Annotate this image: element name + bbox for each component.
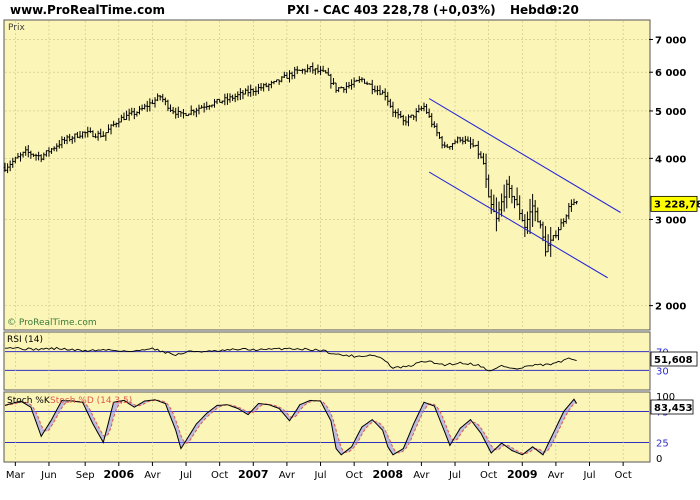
last-quote: 3 228,78 (+0,03%) (370, 3, 496, 17)
rsi-panel-bg (3, 331, 651, 391)
time-axis-label: 2009 (507, 468, 538, 481)
price-tick-label: 2 000 (655, 302, 686, 313)
stoch-d-line (4, 399, 577, 455)
rsi-line (5, 346, 577, 372)
time-axis-label: 2007 (238, 468, 269, 481)
last-price-box (650, 195, 698, 212)
price-bars (3, 62, 578, 257)
time-axis-label: Oct (614, 470, 631, 481)
time-axis-label: Jul (179, 470, 192, 481)
price-tick-label: 3 000 (655, 215, 686, 226)
channel-lower-line (428, 171, 608, 279)
stoch-tick-label: 100 (656, 392, 675, 403)
price-grid (5, 21, 649, 329)
rsi-panel-label: RSI (14) (7, 335, 43, 345)
instrument-name: PXI - CAC 40 (287, 3, 371, 17)
time-label: 9:20 (549, 3, 579, 17)
site-name: www.ProRealTime.com (10, 3, 165, 17)
rsi-last-box (650, 351, 698, 367)
time-axis-label: Oct (480, 470, 497, 481)
stoch-last-label: 83,453 (654, 403, 693, 414)
time-axis-label: Avr (279, 470, 296, 481)
stoch-last-box (650, 399, 694, 415)
stoch-panel-bg (3, 391, 651, 463)
channel-lines (428, 98, 621, 279)
price-tick-label: 6 000 (655, 68, 686, 79)
time-axis-label: Avr (413, 470, 430, 481)
channel-upper-line (428, 98, 621, 213)
watermark: © ProRealTime.com (7, 318, 97, 328)
time-axis-label: Jul (582, 470, 595, 481)
time-axis-label: Jul (313, 470, 326, 481)
stoch-d-label: Stoch %D (14,3,5) (50, 396, 132, 406)
price-panel: Prix © ProRealTime.com 2 000 3 000 4 000 5 … (3, 19, 700, 331)
stoch-k-label: Stoch %K (7, 396, 51, 406)
price-tick-label: 7 000 (655, 35, 686, 46)
stoch-level-label: 25 (656, 438, 669, 449)
time-axis-label: Mar (6, 470, 26, 481)
time-axis-label: Oct (211, 470, 228, 481)
last-price-tag: 3 228,78 (650, 195, 700, 212)
time-axis: Mar Jun Sep 2006 Avr Jul Oct 2007 Avr Jul Oct 2008 A… (6, 462, 632, 481)
time-axis-label: 2008 (372, 468, 403, 481)
time-axis-label: Jun (40, 470, 57, 481)
price-panel-label: Prix (8, 23, 25, 33)
time-axis-label: 2006 (103, 468, 134, 481)
time-axis-label: Avr (144, 470, 161, 481)
rsi-last-label: 51,608 (654, 355, 693, 366)
price-tick-label: 5 000 (655, 107, 686, 118)
price-tick-label: 4 000 (655, 154, 686, 165)
time-axis-label: Avr (548, 470, 565, 481)
time-axis-label: Sep (76, 470, 95, 481)
time-axis-label: Jul (448, 470, 461, 481)
stoch-k-line (4, 398, 578, 456)
rsi-panel: RSI (14) 70 30 51,608 (3, 331, 698, 391)
stoch-tick-label: 0 (656, 454, 662, 465)
period-label: Hebdo (510, 3, 554, 17)
rsi-level-30-label: 30 (656, 366, 669, 377)
price-axis-labels: 2 000 3 000 4 000 5 000 6 000 7 000 (649, 35, 686, 313)
stoch-panel: Stoch %K Stoch %D (14,3,5) 25750100 83,4… (3, 391, 694, 465)
last-price-label: 3 228,78 (654, 199, 700, 210)
time-axis-label: Oct (346, 470, 363, 481)
price-panel-bg (3, 19, 651, 331)
